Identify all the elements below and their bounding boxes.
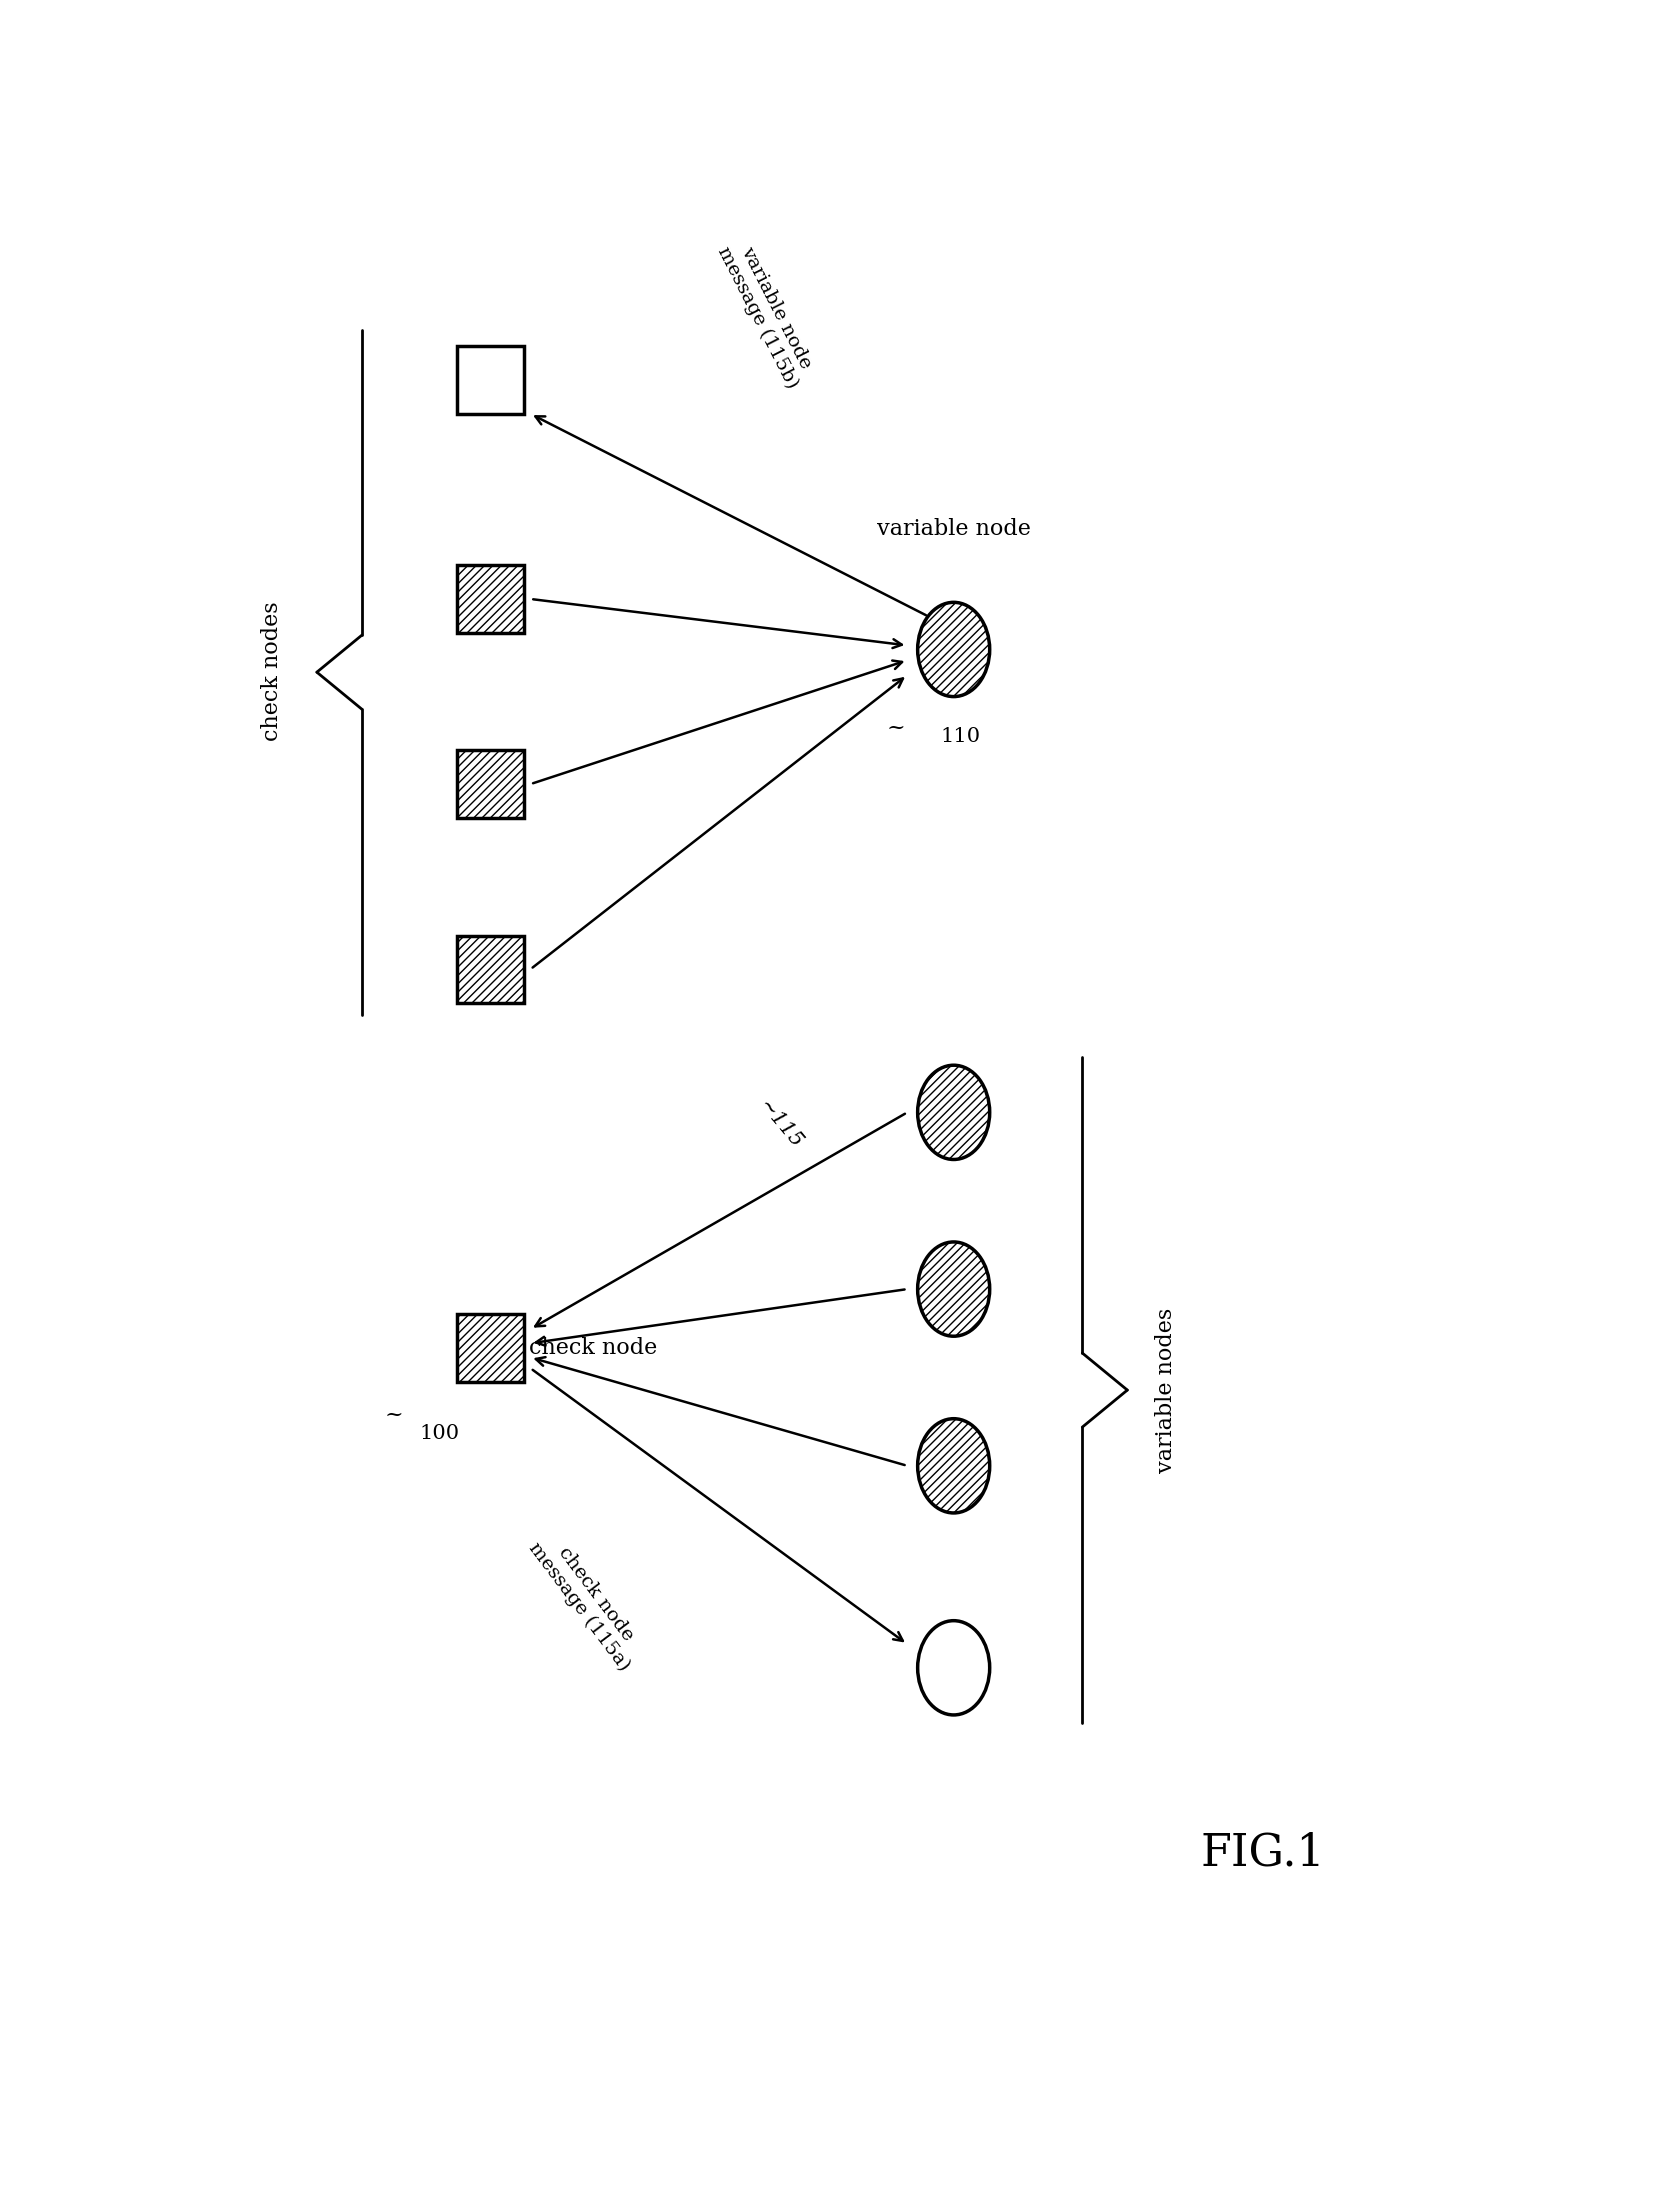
Text: 110: 110	[941, 728, 981, 745]
Bar	[457, 566, 525, 632]
Bar	[457, 1314, 525, 1382]
Text: ~: ~	[385, 1403, 403, 1425]
Text: 100: 100	[420, 1423, 460, 1443]
Bar	[457, 750, 525, 818]
Text: check node
message (115a): check node message (115a)	[525, 1526, 649, 1674]
Text: variable node
message (115b): variable node message (115b)	[714, 234, 820, 391]
Text: check nodes: check nodes	[261, 601, 282, 741]
Circle shape	[918, 603, 989, 697]
Bar	[457, 345, 525, 413]
Text: check node: check node	[530, 1338, 657, 1360]
Text: variable node: variable node	[876, 518, 1031, 540]
Bar	[457, 936, 525, 1003]
Text: ~: ~	[886, 717, 905, 739]
Text: FIG.1: FIG.1	[1200, 1832, 1325, 1876]
Text: ~115: ~115	[754, 1095, 805, 1152]
Circle shape	[918, 1620, 989, 1716]
Circle shape	[918, 1242, 989, 1336]
Text: variable nodes: variable nodes	[1155, 1307, 1177, 1473]
Circle shape	[918, 1419, 989, 1513]
Circle shape	[918, 1065, 989, 1159]
